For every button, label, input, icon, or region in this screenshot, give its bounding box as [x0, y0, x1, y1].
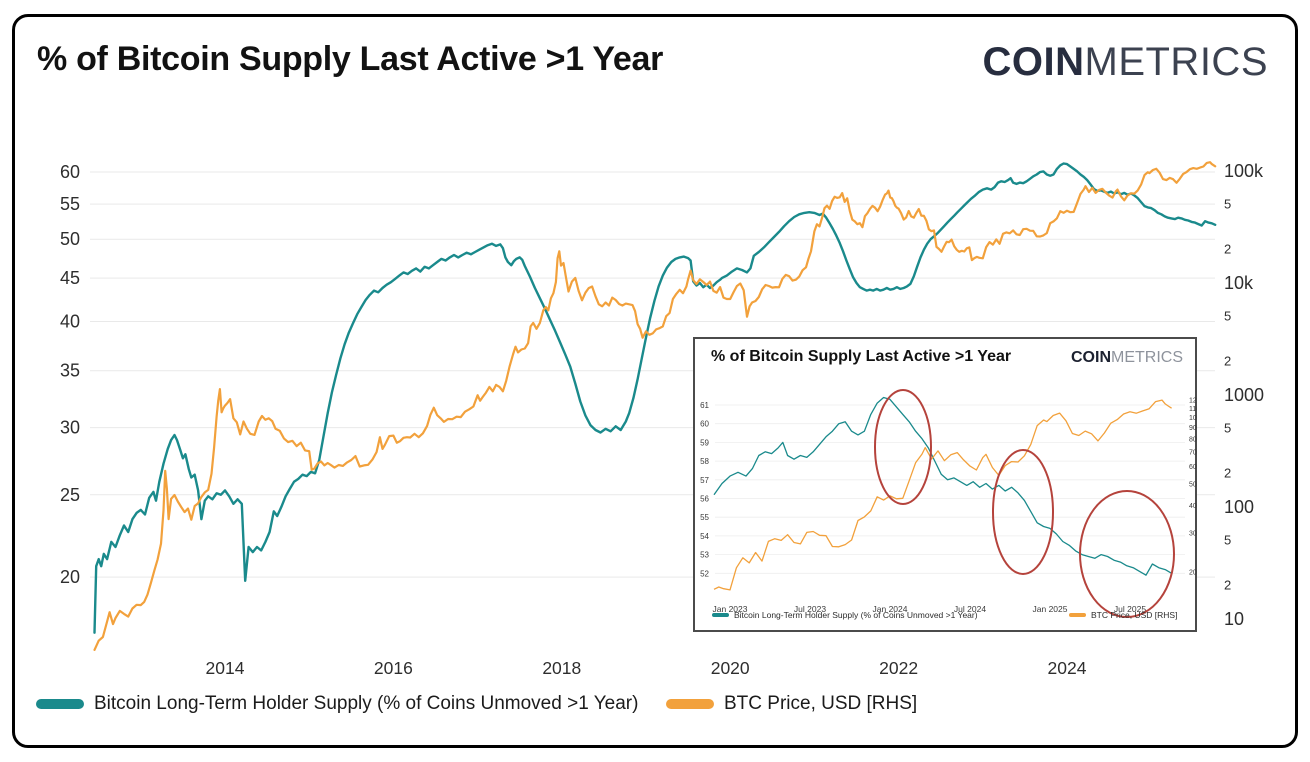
left-axis-tick-label: 45 [60, 268, 80, 288]
inset-left-axis-tick-label: 56 [700, 495, 709, 504]
right-axis-tick-label: 100 [1224, 497, 1254, 517]
left-axis-tick-label: 35 [60, 361, 80, 381]
main-legend: Bitcoin Long-Term Holder Supply (% of Co… [0, 693, 1310, 719]
right-axis-tick-label: 5 [1224, 309, 1231, 324]
inset-left-axis-tick-label: 59 [700, 438, 709, 447]
inset-left-axis-tick-label: 55 [700, 513, 709, 522]
inset-btc-price-line [713, 399, 1172, 591]
logo-metrics-text: METRICS [1084, 40, 1268, 84]
left-axis-tick-label: 60 [60, 162, 80, 182]
right-axis-tick-label: 2 [1224, 353, 1231, 368]
inset-logo-coin-text: COIN [1071, 349, 1111, 366]
inset-right-axis-tick-label: 80k [1189, 436, 1197, 443]
inset-lth-supply-line [713, 396, 1172, 576]
inset-right-axis-tick-label: 30k [1189, 531, 1197, 538]
inset-logo-metrics-text: METRICS [1111, 349, 1183, 366]
inset-title: % of Bitcoin Supply Last Active >1 Year [711, 348, 1012, 365]
left-axis-tick-label: 30 [60, 418, 80, 438]
inset-btc-price-swatch [1069, 613, 1086, 617]
inset-chart: 61 60 59 58 57 56 55 54 53 52 120k110k 100k 90k 80k 70… [700, 389, 1197, 618]
right-axis-tick-label: 2 [1224, 465, 1231, 480]
left-axis-tick-label: 25 [60, 485, 80, 505]
logo-coin-text: COIN [982, 40, 1085, 84]
inset-lth-supply-swatch [712, 613, 729, 617]
inset-legend: Bitcoin Long-Term Holder Supply (% of Co… [695, 610, 1195, 624]
inset-right-axis-tick-label: 60k [1189, 464, 1197, 471]
inset-right-axis-tick-label: 110k [1189, 406, 1197, 413]
left-axis-tick-label: 20 [60, 567, 80, 587]
right-axis-tick-label: 10 [1224, 609, 1244, 629]
inset-chart-panel: % of Bitcoin Supply Last Active >1 Year … [693, 337, 1197, 632]
left-axis-tick-label: 50 [60, 229, 80, 249]
inset-left-axis-tick-label: 58 [700, 457, 709, 466]
x-axis-tick-label: 2016 [374, 658, 413, 678]
inset-right-axis-tick-label: 100k [1189, 415, 1197, 422]
right-axis-tick-label: 5 [1224, 421, 1231, 436]
x-axis-tick-label: 2022 [879, 658, 918, 678]
right-axis-tick-label: 1000 [1224, 385, 1264, 405]
legend-label: BTC Price, USD [RHS] [724, 693, 918, 714]
page-title: % of Bitcoin Supply Last Active >1 Year [37, 40, 663, 78]
inset-legend-item-btc-price: BTC Price, USD [RHS] [1069, 610, 1177, 620]
highlight-ellipse-annotation [992, 449, 1054, 575]
inset-x-axis-tick-label: Jan 2025 [1033, 604, 1068, 614]
btc-price-line [93, 161, 1217, 651]
inset-x-axis-tick-label: Jul 2023 [794, 604, 826, 614]
legend-item-lth-supply: Bitcoin Long-Term Holder Supply (% of Co… [36, 693, 638, 715]
legend-label: Bitcoin Long-Term Holder Supply (% of Co… [94, 693, 639, 714]
inset-right-axis-tick-label: 90k [1189, 425, 1197, 432]
right-axis-tick-label: 2 [1224, 577, 1231, 592]
inset-left-axis-tick-label: 61 [700, 401, 709, 410]
inset-left-axis-tick-label: 52 [700, 569, 709, 578]
inset-right-axis-tick-label: 20k [1189, 570, 1197, 577]
inset-legend-label: Bitcoin Long-Term Holder Supply (% of Co… [734, 610, 978, 620]
inset-legend-label: BTC Price, USD [RHS] [1091, 610, 1178, 620]
right-axis-tick-label: 10k [1224, 273, 1254, 293]
left-axis-tick-label: 55 [60, 194, 80, 214]
coinmetrics-logo: COINMETRICS [983, 40, 1269, 85]
inset-x-axis-tick-label: Jan 2023 [713, 604, 748, 614]
x-axis-tick-label: 2020 [711, 658, 750, 678]
highlight-ellipse-annotation [874, 389, 932, 505]
inset-left-axis-tick-label: 54 [700, 532, 709, 541]
inset-left-axis-tick-label: 60 [700, 420, 709, 429]
legend-item-btc-price: BTC Price, USD [RHS] [666, 693, 917, 715]
inset-coinmetrics-logo: COINMETRICS [1071, 349, 1183, 367]
right-axis-tick-label: 100k [1224, 161, 1264, 181]
inset-x-axis-tick-label: Jul 2025 [1114, 604, 1146, 614]
inset-legend-item-lth-supply: Bitcoin Long-Term Holder Supply (% of Co… [712, 610, 978, 620]
inset-left-axis-tick-label: 53 [700, 551, 709, 560]
inset-right-axis-tick-label: 50k [1189, 482, 1197, 489]
inset-right-axis-tick-label: 70k [1189, 449, 1197, 456]
highlight-ellipse-annotation [1079, 490, 1175, 618]
lth-supply-line [93, 162, 1217, 634]
btc-price-swatch [666, 699, 714, 709]
lth-supply-swatch [36, 699, 84, 709]
inset-x-axis-tick-label: Jul 2024 [954, 604, 986, 614]
x-axis-tick-label: 2018 [542, 658, 581, 678]
inset-right-axis-tick-label: 120k [1189, 398, 1197, 405]
right-axis-tick-label: 5 [1224, 197, 1231, 212]
right-axis-tick-label: 5 [1224, 533, 1231, 548]
x-axis-tick-label: 2024 [1048, 658, 1087, 678]
right-axis-tick-label: 2 [1224, 241, 1231, 256]
left-axis-tick-label: 40 [60, 312, 80, 332]
x-axis-tick-label: 2014 [206, 658, 245, 678]
inset-x-axis-tick-label: Jan 2024 [873, 604, 908, 614]
inset-right-axis-tick-label: 40k [1189, 503, 1197, 510]
inset-left-axis-tick-label: 57 [700, 476, 709, 485]
